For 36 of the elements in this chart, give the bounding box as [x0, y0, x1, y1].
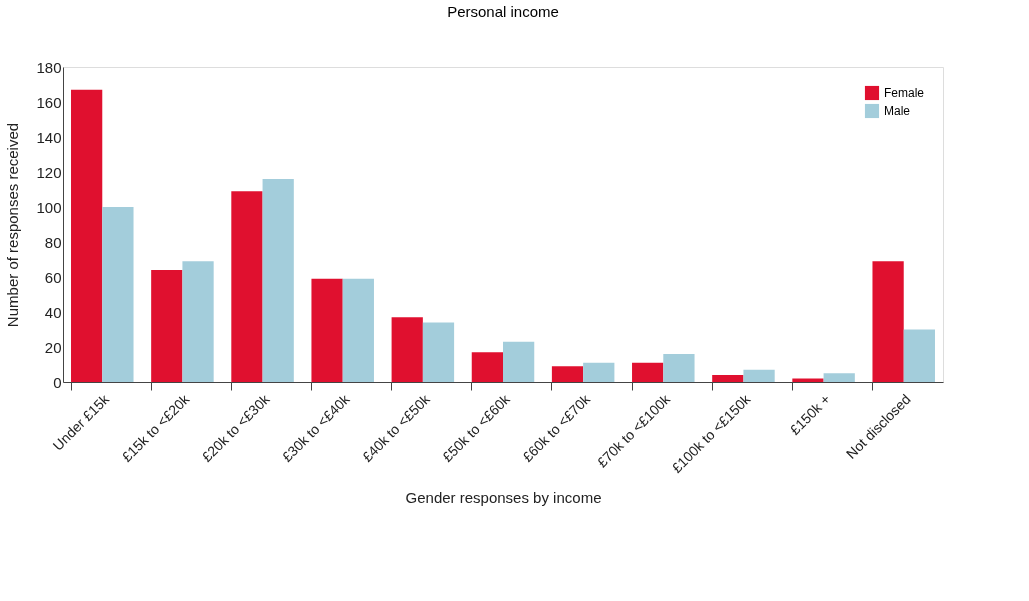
- bar: [823, 373, 855, 382]
- bar: [151, 270, 183, 382]
- bar: [872, 261, 904, 382]
- bar: [903, 329, 935, 382]
- bar: [503, 341, 535, 382]
- bar: [743, 369, 775, 382]
- bar: [71, 89, 103, 382]
- bar: [471, 352, 503, 382]
- bar: [182, 261, 214, 382]
- bar: [422, 322, 455, 382]
- bar: [342, 278, 374, 382]
- y-tick-label: 100: [36, 198, 62, 216]
- legend-label: Female: [884, 86, 925, 100]
- y-tick-label: 20: [44, 338, 62, 356]
- bar: [551, 366, 584, 382]
- y-tick-label: 80: [44, 233, 62, 251]
- y-tick-label: 180: [36, 58, 62, 76]
- y-tick-label: 0: [53, 373, 62, 391]
- bar: [231, 191, 263, 382]
- legend-label: Male: [884, 104, 911, 118]
- chart-title: Personal income: [447, 3, 559, 20]
- bar: [583, 362, 615, 382]
- bar: [712, 375, 744, 382]
- y-tick-label: 120: [36, 163, 62, 181]
- y-tick-label: 160: [36, 93, 62, 111]
- bar: [632, 362, 664, 382]
- y-axis-title: Number of responses received: [4, 122, 22, 328]
- bar: [311, 278, 343, 382]
- x-axis-title: Gender responses by income: [405, 488, 602, 506]
- y-tick-label: 40: [44, 303, 62, 321]
- y-tick-label: 140: [36, 128, 62, 146]
- bar: [262, 179, 294, 382]
- y-tick-label: 60: [44, 268, 62, 286]
- bar: [391, 317, 423, 382]
- bar: [102, 207, 134, 382]
- bar: [663, 354, 695, 382]
